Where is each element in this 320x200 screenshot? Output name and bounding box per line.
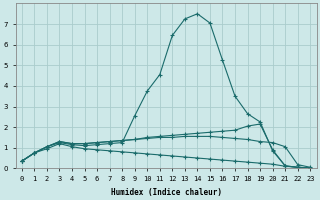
X-axis label: Humidex (Indice chaleur): Humidex (Indice chaleur) — [111, 188, 221, 197]
